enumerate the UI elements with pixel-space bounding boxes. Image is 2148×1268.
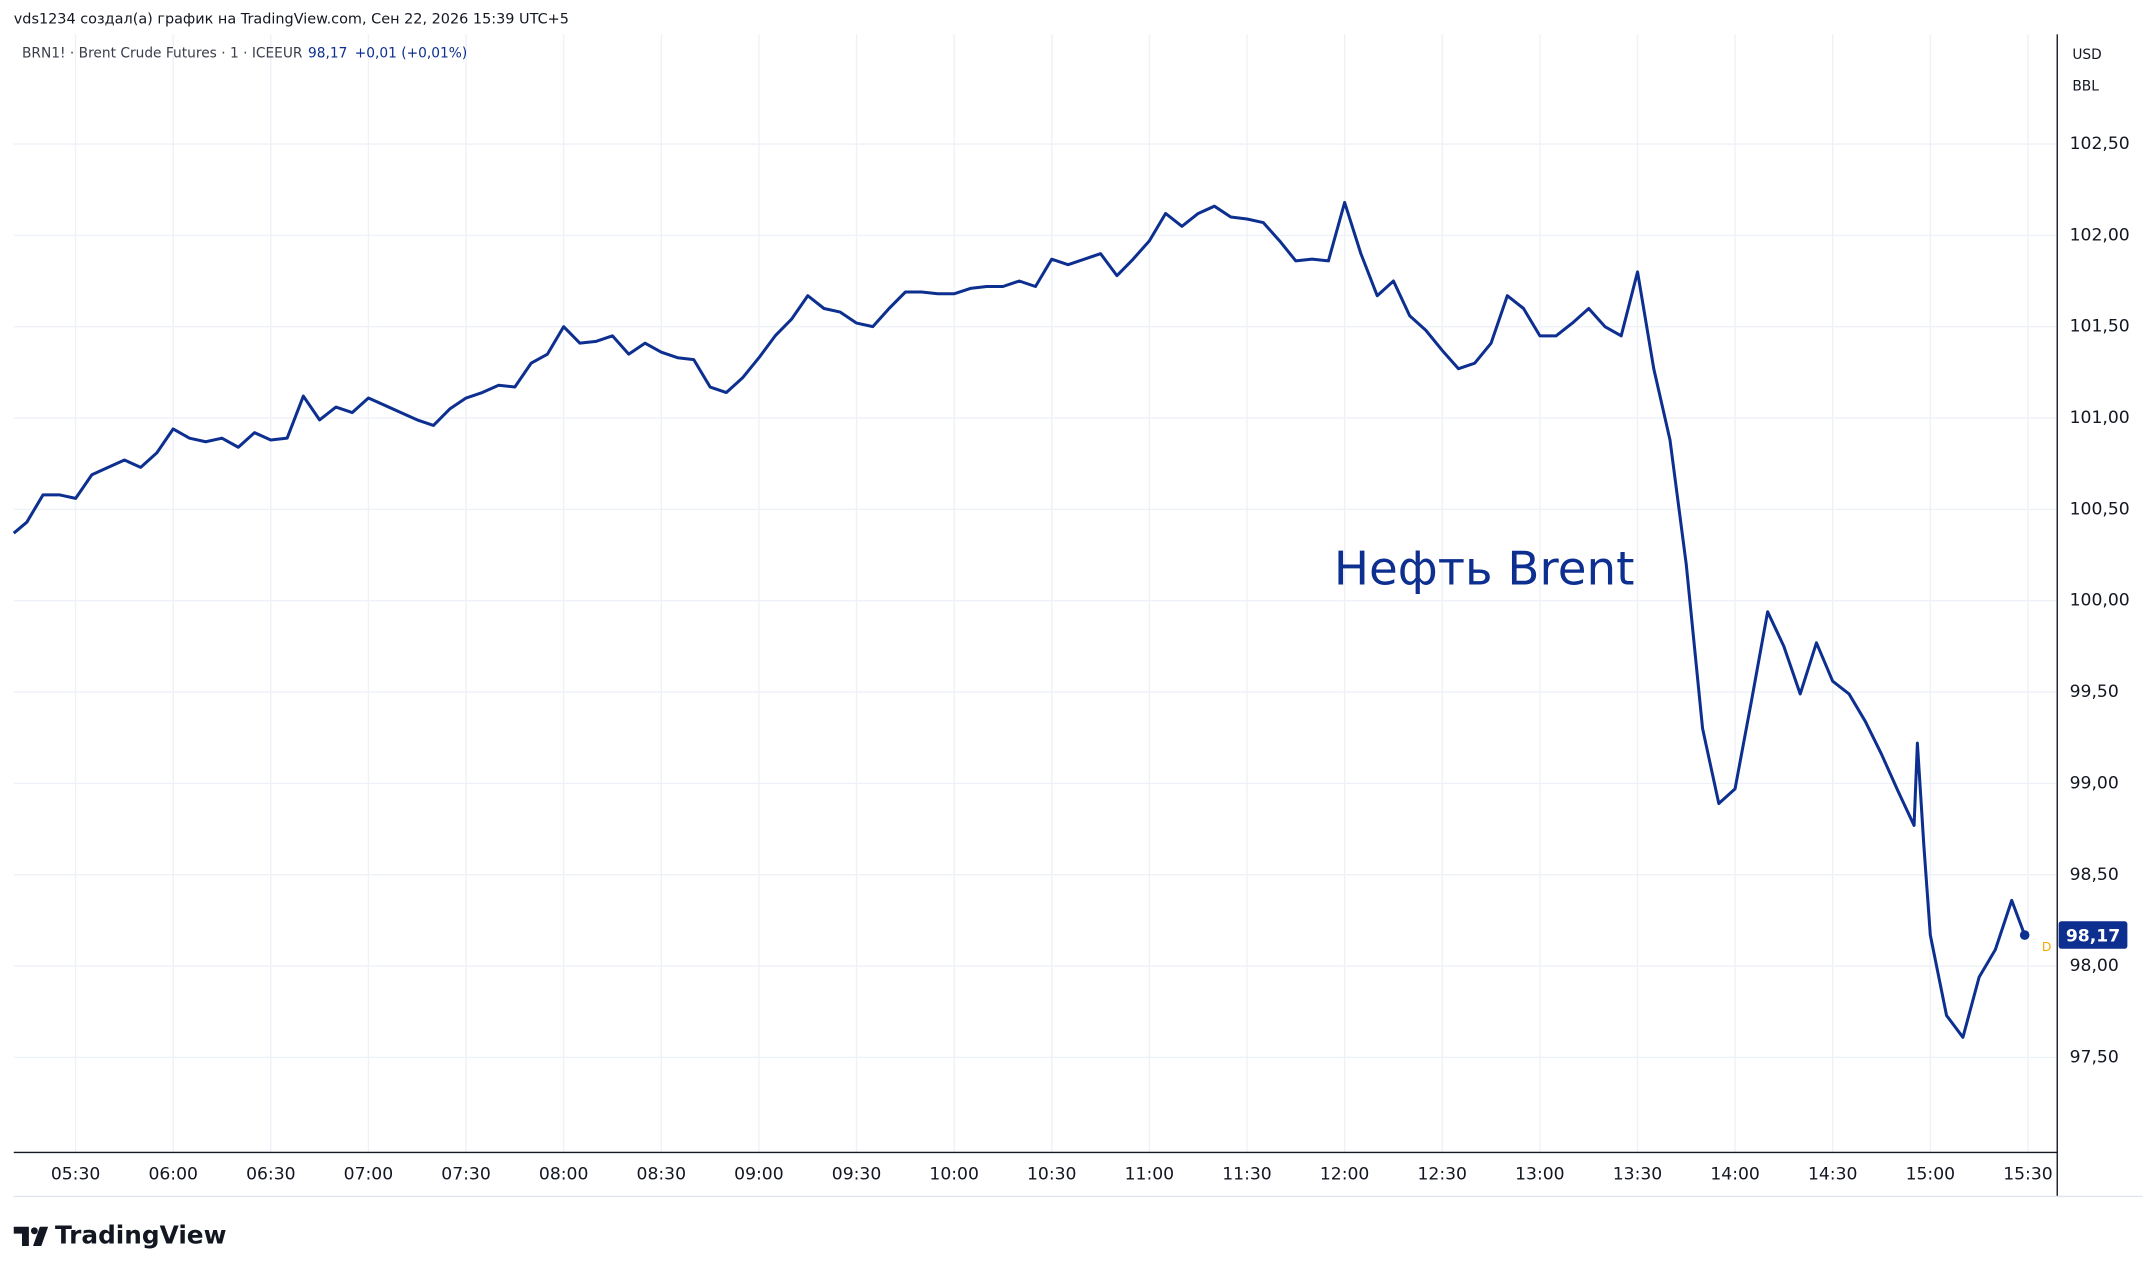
price-tag-label: 98,17 [2066, 926, 2120, 946]
x-tick-label: 08:00 [539, 1164, 589, 1184]
x-tick-label: 10:30 [1027, 1164, 1076, 1184]
x-tick-label: 15:30 [2003, 1164, 2053, 1184]
x-tick-label: 12:30 [1417, 1164, 1467, 1184]
annotation: Нефть Brent [1334, 543, 1635, 597]
price-line [12, 200, 2027, 1039]
y-tick-label: 101,50 [2070, 317, 2130, 337]
x-tick-label: 13:00 [1515, 1164, 1565, 1184]
marker: D [2042, 940, 2052, 954]
price: 98,17 [308, 46, 347, 62]
y-tick-label: 97,50 [2070, 1047, 2119, 1067]
y-tick-label: 102,50 [2070, 134, 2130, 154]
x-tick-label: 06:00 [148, 1164, 198, 1184]
x-tick-label: 15:00 [1906, 1164, 1956, 1184]
last-point [2019, 930, 2030, 940]
currency: USD [2072, 47, 2101, 63]
y-tick-label: 99,50 [2070, 682, 2119, 702]
x-tick-label: 05:30 [51, 1164, 101, 1184]
unit: BBL [2072, 79, 2099, 95]
logo-text: TradingView [55, 1220, 226, 1249]
x-tick-label: 08:30 [637, 1164, 687, 1184]
y-tick-label: 102,00 [2070, 225, 2130, 245]
y-tick-label: 98,00 [2070, 956, 2119, 976]
x-tick-label: 11:30 [1222, 1164, 1272, 1184]
price-tag [2058, 921, 2128, 949]
change: +0,01 (+0,01%) [355, 46, 467, 62]
x-tick-label: 06:30 [246, 1164, 295, 1184]
y-tick-label: 101,00 [2070, 408, 2130, 428]
header: vds1234 создал(а) график на TradingView.… [14, 11, 569, 27]
y-tick-label: 99,00 [2070, 773, 2119, 793]
x-tick-label: 11:00 [1125, 1164, 1174, 1184]
x-tick-label: 12:00 [1320, 1164, 1370, 1184]
y-tick-label: 100,50 [2070, 499, 2130, 519]
symbol: BRN1! · Brent Crude Futures · 1 · ICEEUR [22, 46, 303, 62]
x-tick-label: 07:30 [441, 1164, 491, 1184]
y-tick-label: 98,50 [2070, 865, 2119, 885]
x-tick-label: 09:30 [832, 1164, 882, 1184]
x-tick-label: 14:30 [1808, 1164, 1858, 1184]
x-tick-label: 14:00 [1710, 1164, 1760, 1184]
x-tick-label: 09:00 [734, 1164, 783, 1184]
x-tick-label: 13:30 [1613, 1164, 1663, 1184]
x-tick-label: 07:00 [344, 1164, 393, 1184]
logo: TradingView [13, 1220, 226, 1249]
x-tick-label: 10:00 [929, 1164, 979, 1184]
y-tick-label: 100,00 [2070, 591, 2130, 611]
